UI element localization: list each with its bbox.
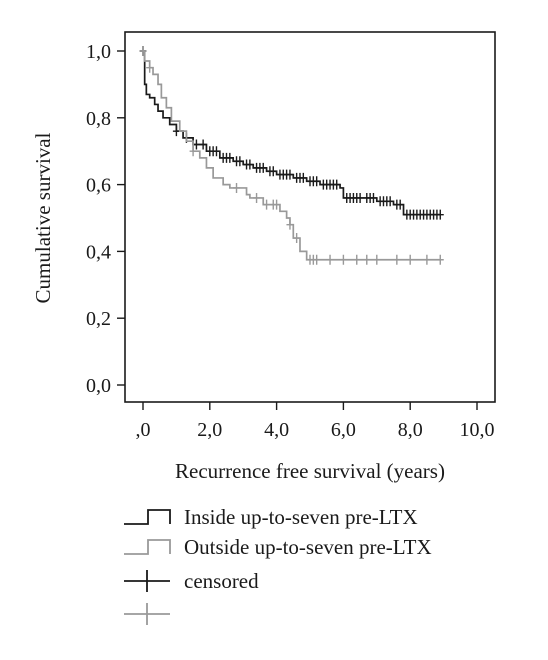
y-tick-label: 1,0: [86, 41, 111, 63]
censor-mark-inside: [269, 166, 277, 177]
censor-mark-inside: [259, 162, 267, 173]
legend-step-swatch: [124, 509, 171, 525]
censor-mark-inside: [246, 159, 254, 170]
x-tick-label: 10,0: [460, 419, 495, 441]
censor-mark-outside: [326, 254, 334, 265]
censor-mark-outside: [273, 199, 281, 210]
censor-mark-outside: [293, 233, 301, 244]
legend: Inside up-to-seven pre-LTX Outside up-to-…: [124, 505, 432, 625]
censor-mark-outside: [423, 254, 431, 265]
censor-mark-inside: [356, 192, 364, 203]
censor-mark-inside: [333, 179, 341, 190]
censor-mark-inside: [396, 199, 404, 210]
legend-plus-swatch: [124, 570, 170, 592]
censor-mark-outside: [406, 254, 414, 265]
y-tick-label: 0,6: [86, 175, 111, 197]
censor-mark-inside: [286, 169, 294, 180]
series-line-outside: [143, 50, 441, 261]
x-tick-label: 2,0: [197, 419, 222, 441]
censor-mark-outside: [393, 254, 401, 265]
censor-mark-outside: [313, 254, 321, 265]
legend-label: Inside up-to-seven pre-LTX: [184, 505, 418, 529]
censor-mark-outside: [363, 254, 371, 265]
censor-mark-inside: [313, 176, 321, 187]
censor-mark-outside: [339, 254, 347, 265]
censor-mark-outside: [373, 254, 381, 265]
y-tick-label: 0,2: [86, 308, 111, 330]
legend-label: Outside up-to-seven pre-LTX: [184, 535, 432, 559]
censor-mark-outside: [286, 219, 294, 230]
censor-mark-inside: [236, 156, 244, 167]
censor-mark-outside: [139, 46, 147, 56]
x-axis-title: Recurrence free survival (years): [175, 459, 445, 483]
censor-mark-inside: [172, 126, 180, 137]
y-tick-label: 0,0: [86, 375, 111, 397]
x-tick-label: 6,0: [331, 419, 356, 441]
censor-mark-inside: [299, 172, 307, 183]
plot-frame: [124, 31, 496, 403]
censor-mark-outside: [146, 62, 154, 73]
censor-mark-outside: [353, 254, 361, 265]
censor-mark-outside: [189, 146, 197, 157]
series-line-inside: [143, 50, 441, 216]
censor-mark-inside: [369, 192, 377, 203]
legend-plus-swatch: [124, 603, 170, 625]
x-tick-label: ,0: [136, 419, 151, 441]
x-tick-label: 4,0: [264, 419, 289, 441]
legend-step-swatch: [124, 539, 171, 555]
censor-mark-inside: [226, 152, 234, 163]
legend-label: censored: [184, 569, 259, 593]
censor-mark-outside: [263, 199, 271, 210]
y-tick-label: 0,8: [86, 108, 111, 130]
censor-mark-inside: [192, 139, 200, 150]
y-axis-title: Cumulative survival: [31, 132, 55, 303]
censor-mark-outside: [233, 182, 241, 193]
censor-mark-outside: [436, 254, 444, 265]
censor-mark-inside: [436, 209, 444, 220]
censor-mark-inside: [199, 139, 207, 150]
y-tick-label: 0,4: [86, 241, 111, 263]
censor-mark-inside: [212, 146, 220, 157]
censor-mark-inside: [386, 196, 394, 207]
x-tick-label: 8,0: [398, 419, 423, 441]
censor-mark-outside: [253, 192, 261, 203]
